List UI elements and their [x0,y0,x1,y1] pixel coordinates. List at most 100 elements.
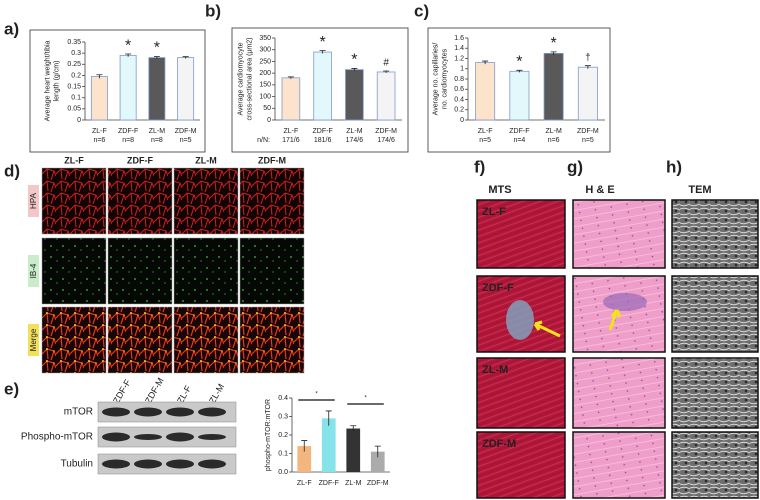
panel-label: f) [474,157,485,176]
y-tick-label: 0.2 [278,432,288,439]
bar [119,54,137,121]
y-tick-label: 0.25 [67,61,81,68]
y-tick-label: 1.4 [454,45,464,52]
micrograph [107,306,173,374]
row-label: Merge [29,328,38,351]
x-tick-label: ZL-F [297,480,312,487]
group-size: n=5 [582,137,594,144]
group-size: 171/6 [282,137,300,144]
y-tick-label: 0 [77,117,81,124]
micrograph [239,167,305,235]
y-tick-label: 0.8 [454,76,464,83]
y-tick-label: 150 [259,82,271,89]
histology-image [572,199,666,269]
y-axis-label: cross-sectional area (µm2) [246,37,253,120]
bar [346,428,361,472]
micrograph [107,237,173,305]
group-label: ZL-M [482,364,508,376]
panel-label: h) [666,157,682,176]
y-tick-label: 0.4 [278,395,288,402]
x-tick-label: ZDF-M [175,128,197,135]
group-label: ZDF-M [482,438,516,450]
histology-image [572,357,666,429]
group-size: n=5 [479,137,491,144]
blot-band [102,407,130,417]
histology-image [671,357,759,429]
bar [509,70,530,121]
histology-image [671,431,759,499]
fibrosis [506,300,534,340]
blot-row-label: mTOR [64,407,93,418]
histology-image [572,431,666,499]
blot-row-label: Tubulin [61,459,93,470]
y-tick-label: 0.4 [454,96,464,103]
blot-band [198,434,226,440]
column-header: ZL-M [195,155,217,165]
blot-row-label: Phospho-mTOR [21,432,93,443]
bar [177,57,195,121]
significance-mark: † [585,52,591,63]
group-size-prefix: n/N: [257,137,270,144]
error-bar [319,50,326,54]
error-bar [96,74,103,79]
histology-image [671,199,759,269]
method-header: TEM [688,184,711,196]
y-tick-label: 0.35 [67,39,81,46]
bar [281,77,301,121]
group-size: n=6 [93,137,105,144]
blot-band [102,432,130,442]
y-tick-label: 200 [259,70,271,77]
column-header: ZDF-F [127,155,153,165]
micrograph [173,237,239,305]
error-bar [350,425,357,432]
y-tick-label: 1.6 [454,35,464,42]
micrograph [41,167,107,235]
x-tick-label: ZL-F [92,128,107,135]
y-axis-label: Average cardiomyocyte [237,42,244,115]
error-bar [325,410,332,426]
panel-label: g) [567,157,583,176]
micrograph [107,167,173,235]
x-tick-label: ZDF-M [375,128,397,135]
lane-label: ZDF-M [143,376,166,405]
bar [90,76,108,121]
micrograph [41,237,107,305]
histology-image [476,199,566,269]
lane-label: ZL-M [207,382,226,405]
group-size: 174/6 [377,137,395,144]
x-tick-label: ZL-M [346,128,363,135]
error-bar [301,440,308,452]
group-size: n=5 [180,137,192,144]
significance-label: * [364,396,367,402]
x-tick-label: ZDF-F [319,480,339,487]
row-label-bg [28,324,39,356]
y-tick-label: 0.6 [454,86,464,93]
arrow [533,320,561,338]
row-label-bg [28,185,39,217]
panel-label: e) [4,379,19,398]
x-tick-label: ZL-M [345,480,362,487]
significance-mark: * [516,54,522,71]
significance-mark: * [320,34,326,51]
y-axis-label: length (g/cm) [53,61,60,102]
bar [577,66,598,121]
y-axis-label: Average heart weight/tibia [44,40,51,121]
error-bar [125,53,132,57]
y-tick-label: 300 [259,47,271,54]
group-size: 174/6 [346,137,364,144]
significance-mark: # [383,58,389,69]
lane-label: ZDF-F [111,377,133,405]
y-tick-label: 0.3 [71,50,81,57]
panel-label: c) [414,1,429,20]
blot-band [166,459,194,469]
fibrosis [603,293,647,311]
significance-mark: * [551,35,557,52]
significance-label: * [315,392,318,398]
group-size: 181/6 [314,137,332,144]
bar [475,62,496,121]
error-bar [550,51,557,55]
x-tick-label: ZL-F [478,128,493,135]
y-tick-label: 50 [263,105,271,112]
blot-band [166,432,194,442]
blot-band [198,459,226,469]
